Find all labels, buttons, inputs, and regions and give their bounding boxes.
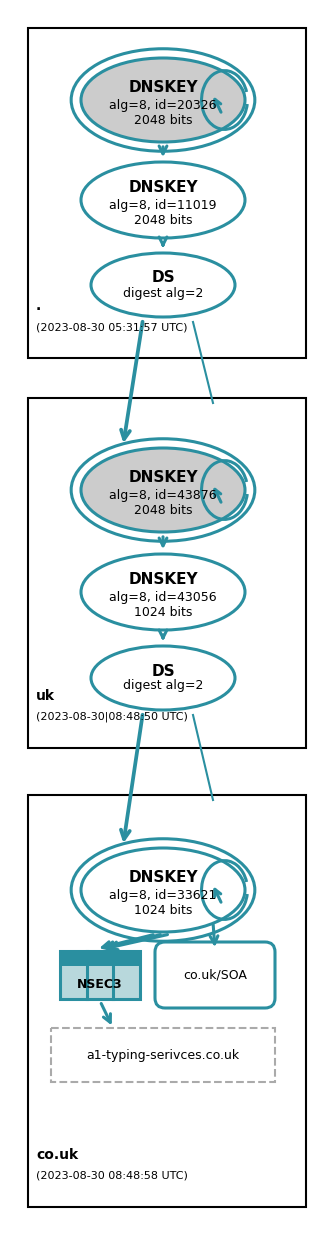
Text: (2023-08-30 08:48:58 UTC): (2023-08-30 08:48:58 UTC) [36,1171,188,1181]
Text: DNSKEY: DNSKEY [128,470,198,485]
Ellipse shape [81,848,245,932]
Text: alg=8, id=11019: alg=8, id=11019 [109,199,217,213]
Ellipse shape [81,554,245,631]
Text: alg=8, id=43876: alg=8, id=43876 [109,489,217,503]
FancyBboxPatch shape [155,942,275,1008]
Text: DNSKEY: DNSKEY [128,180,198,195]
Ellipse shape [81,161,245,238]
Bar [60,951,140,966]
Bar [28,794,306,1207]
Text: digest alg=2: digest alg=2 [123,286,203,299]
Ellipse shape [81,58,245,143]
Text: alg=8, id=20326: alg=8, id=20326 [109,100,217,113]
Bar [28,398,306,748]
Text: 2048 bits: 2048 bits [134,214,192,226]
Text: DNSKEY: DNSKEY [128,80,198,95]
Text: DS: DS [151,270,175,285]
Text: DNSKEY: DNSKEY [128,871,198,886]
Text: DNSKEY: DNSKEY [128,573,198,588]
Text: 1024 bits: 1024 bits [134,605,192,618]
Text: 1024 bits: 1024 bits [134,903,192,917]
Text: (2023-08-30|08:48:50 UTC): (2023-08-30|08:48:50 UTC) [36,712,188,723]
Text: co.uk/SOA: co.uk/SOA [183,968,247,982]
Text: alg=8, id=43056: alg=8, id=43056 [109,592,217,604]
Text: (2023-08-30 05:31:57 UTC): (2023-08-30 05:31:57 UTC) [36,322,187,332]
Text: DS: DS [151,663,175,678]
FancyBboxPatch shape [51,1028,275,1082]
Text: digest alg=2: digest alg=2 [123,679,203,693]
Text: co.uk: co.uk [36,1148,78,1162]
Ellipse shape [81,448,245,532]
Bar [60,951,140,1000]
Text: .: . [36,299,41,313]
Text: 2048 bits: 2048 bits [134,114,192,126]
Text: alg=8, id=33621: alg=8, id=33621 [109,889,217,902]
Bar [28,28,306,358]
Text: NSEC3: NSEC3 [77,978,123,992]
Ellipse shape [91,646,235,711]
Text: 2048 bits: 2048 bits [134,503,192,517]
Ellipse shape [91,253,235,317]
Text: a1-typing-serivces.co.uk: a1-typing-serivces.co.uk [87,1048,239,1062]
Text: uk: uk [36,689,55,703]
